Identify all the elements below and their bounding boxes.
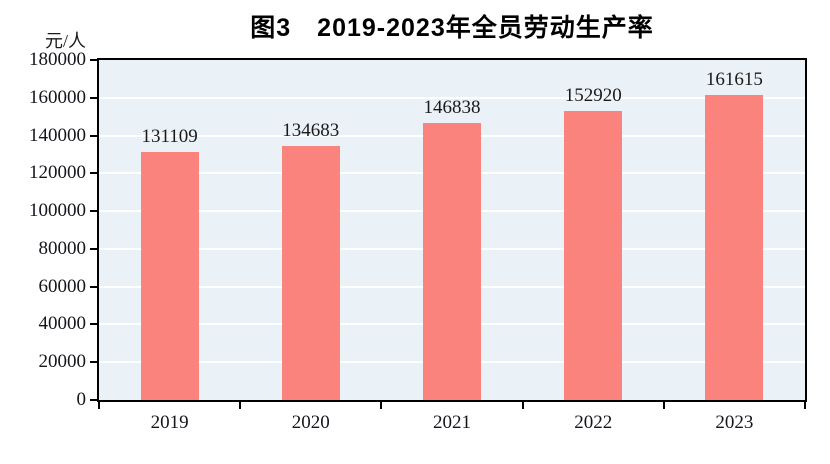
bar-2019 (140, 152, 199, 400)
y-axis-tick-label: 20000 (38, 351, 87, 373)
x-axis-label-2019: 2019 (150, 412, 189, 433)
bar-value-label: 146838 (423, 96, 481, 118)
y-axis-tick-label: 100000 (29, 200, 86, 222)
bar-2021 (423, 122, 481, 400)
x-axis-tick-mark (98, 402, 100, 409)
x-axis-label-2021: 2021 (433, 412, 471, 433)
bar-value-label: 161615 (705, 68, 763, 90)
x-axis-tick-mark (804, 402, 806, 409)
gridline (99, 96, 805, 99)
bar-2022 (564, 111, 623, 400)
x-axis-label-2022: 2022 (574, 412, 613, 433)
y-axis-tick-mark (90, 285, 97, 288)
y-axis-tick-label: 0 (76, 389, 87, 410)
y-axis-tick-mark (90, 134, 97, 137)
plot-area: 131109 134683 146838 152920 161615 (97, 58, 807, 402)
y-axis-unit-label: 元/人 (44, 31, 86, 51)
x-axis-label-2023: 2023 (715, 412, 754, 433)
y-axis-tick-label: 140000 (29, 124, 86, 146)
bar-value-label: 152920 (564, 85, 622, 107)
y-axis-tick-mark (90, 247, 97, 250)
bar-2020 (281, 145, 340, 400)
y-axis-tick-label: 180000 (29, 49, 86, 70)
bar-2023 (705, 94, 764, 400)
y-axis-tick-label: 80000 (38, 237, 87, 259)
y-axis-tick-mark (90, 172, 97, 175)
y-axis-tick-label: 160000 (29, 86, 86, 108)
x-axis-tick-mark (380, 402, 383, 409)
y-axis-tick-mark (90, 96, 97, 99)
bar-value-label: 131109 (141, 126, 198, 148)
y-axis-tick-mark (90, 59, 97, 61)
x-axis-label-2020: 2020 (291, 412, 330, 433)
y-axis-tick-label: 40000 (38, 313, 87, 335)
x-axis-tick-mark (662, 402, 665, 409)
chart-title: 图3 2019-2023年全员劳动生产率 (250, 14, 654, 42)
y-axis-tick-mark (90, 399, 97, 401)
x-axis-tick-mark (239, 402, 242, 409)
y-axis-tick-mark (90, 323, 97, 326)
y-axis-tick-label: 60000 (38, 275, 87, 297)
y-axis-tick-label: 120000 (29, 162, 86, 184)
bar-value-label: 134683 (282, 119, 340, 141)
x-axis-tick-mark (521, 402, 524, 409)
y-axis-tick-mark (90, 210, 97, 213)
y-axis-tick-mark (90, 361, 97, 364)
